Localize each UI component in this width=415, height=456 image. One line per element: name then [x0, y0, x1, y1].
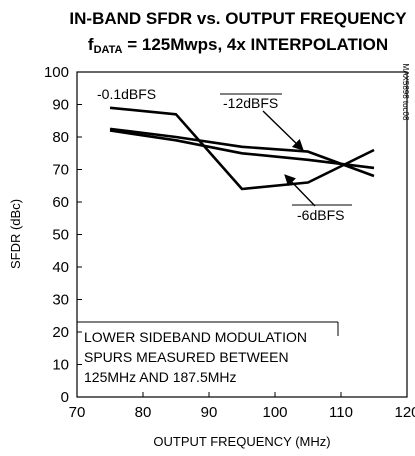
- x-tick-label: 90: [201, 404, 218, 421]
- annotation-0p1dbfs: -0.1dBFS: [97, 86, 156, 102]
- title-f: f: [88, 35, 94, 54]
- x-tick-label: 70: [69, 404, 86, 421]
- chart-title-line1: IN-BAND SFDR vs. OUTPUT FREQUENCY: [69, 9, 407, 28]
- x-tick-label: 110: [329, 404, 353, 421]
- x-tick-label: 80: [135, 404, 152, 421]
- note-box: LOWER SIDEBAND MODULATION SPURS MEASURED…: [77, 321, 339, 385]
- y-tick-label: 90: [52, 97, 69, 114]
- y-tick-label: 10: [52, 357, 69, 374]
- annotations: -0.1dBFS -12dBFS -6dBFS: [97, 86, 352, 223]
- annotation-6dbfs: -6dBFS: [297, 207, 344, 223]
- y-tick-label: 40: [52, 259, 69, 276]
- note-line-3: 125MHz AND 187.5MHz: [84, 369, 237, 385]
- y-tick-label: 70: [52, 162, 69, 179]
- arrow-12dbfs: [262, 110, 304, 151]
- arrow-6dbfs: [284, 174, 316, 207]
- x-tick-label: 100: [262, 404, 287, 421]
- side-label: MAX5898 toc08: [401, 64, 410, 121]
- y-tick-label: 100: [44, 64, 69, 81]
- y-tick-label: 30: [52, 292, 69, 309]
- y-tick-label: 60: [52, 194, 69, 211]
- x-axis-label: OUTPUT FREQUENCY (MHz): [153, 434, 330, 449]
- note-line-1: LOWER SIDEBAND MODULATION: [84, 329, 307, 345]
- y-tick-label: 50: [52, 227, 69, 244]
- y-tick-label: 20: [52, 324, 69, 341]
- series-line-01dbfs: [109, 106, 375, 191]
- y-tick-label: 0: [61, 389, 69, 406]
- note-line-2: SPURS MEASURED BETWEEN: [84, 349, 289, 365]
- title-rest: = 125Mwps, 4x INTERPOLATION: [122, 35, 388, 54]
- x-tick-label: 120: [394, 404, 415, 421]
- series-line-6dbfs: [109, 129, 375, 170]
- annotation-12dbfs: -12dBFS: [223, 95, 278, 111]
- series-group: [109, 106, 375, 191]
- chart-title-line2: fDATA = 125Mwps, 4x INTERPOLATION: [88, 35, 388, 56]
- axis-ticks: 70 80 90 100 110 120 0 10 20 30 40 50 60 70 80 90 100: [44, 64, 415, 421]
- title-subscript: DATA: [94, 44, 123, 56]
- y-axis-label: SFDR (dBc): [8, 199, 23, 269]
- series-line-12dbfs: [109, 127, 375, 178]
- y-tick-label: 80: [52, 129, 69, 146]
